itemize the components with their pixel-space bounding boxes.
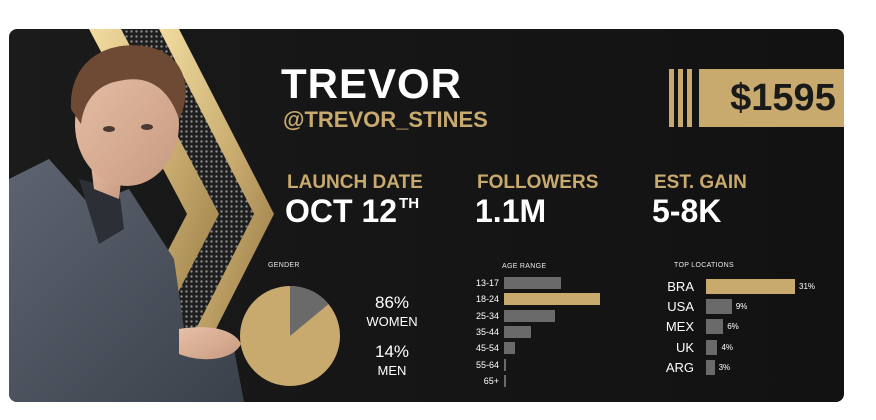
launch-date-value: OCT 12 TH	[285, 193, 420, 229]
profile-handle: @TREVOR_STINES	[283, 107, 488, 132]
location-value: 31%	[799, 282, 816, 291]
gender-title: GENDER	[268, 262, 300, 269]
men-percent: 14%	[374, 342, 410, 361]
profile-name: TREVOR	[281, 60, 463, 107]
gender-pie-chart	[240, 286, 340, 386]
location-bar	[706, 299, 732, 315]
profile-card: TREVOR @TREVOR_STINES $1595 LAUNCH DATE …	[9, 29, 844, 402]
location-label: UK	[675, 339, 694, 355]
price-value: $1595	[699, 69, 844, 127]
est-gain-label: EST. GAIN	[654, 172, 747, 193]
followers-value: 1.1M	[475, 193, 547, 229]
location-label: ARG	[665, 359, 694, 375]
followers-label: FOLLOWERS	[477, 172, 599, 193]
location-label: USA	[667, 299, 694, 315]
launch-date-label: LAUNCH DATE	[287, 172, 423, 193]
age-label: 25-34	[475, 310, 499, 321]
age-bar	[504, 309, 556, 322]
women-label: WOMEN	[366, 314, 418, 329]
est-gain-value: 5-8K	[652, 193, 722, 229]
age-bar	[504, 358, 506, 371]
men-label: MEN	[377, 363, 407, 378]
age-label: 18-24	[475, 294, 499, 305]
top-locations-title: TOP LOCATIONS	[674, 262, 734, 269]
location-bar	[706, 319, 724, 335]
age-label: 45-54	[475, 343, 499, 354]
location-bar	[706, 279, 795, 294]
location-value: 4%	[721, 342, 734, 352]
age-bar	[504, 374, 506, 387]
age-label: 65+	[483, 375, 499, 386]
age-bar	[504, 277, 562, 289]
women-percent: 86%	[374, 293, 410, 312]
pie-slice-men	[290, 286, 329, 336]
age-label: 35-44	[475, 326, 499, 337]
location-value: 3%	[718, 362, 731, 372]
location-label: BRA	[667, 279, 694, 294]
location-value: 9%	[735, 302, 748, 312]
age-label: 55-64	[475, 359, 499, 370]
age-bar	[504, 293, 600, 306]
location-bar	[706, 359, 715, 375]
person-photo	[9, 45, 244, 402]
age-bar	[504, 342, 515, 355]
age-bar	[504, 325, 531, 338]
location-label: MEX	[665, 319, 694, 335]
age-range-title: AGE RANGE	[502, 263, 547, 270]
location-bar	[706, 339, 718, 355]
age-label: 13-17	[475, 278, 499, 288]
location-value: 6%	[727, 322, 739, 332]
